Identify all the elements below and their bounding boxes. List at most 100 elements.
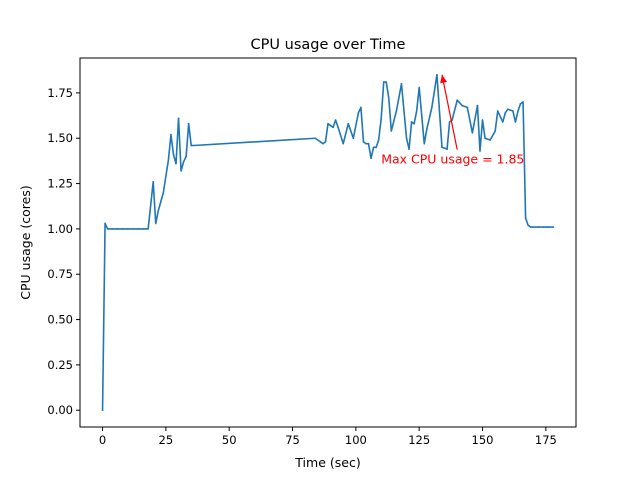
data-point [529, 226, 532, 228]
data-point [314, 137, 317, 140]
data-point [116, 228, 119, 230]
data-point [175, 162, 177, 165]
y-axis-label: CPU usage (cores) [18, 185, 33, 299]
x-tick-label: 75 [285, 433, 300, 447]
data-point [410, 121, 413, 123]
y-tick-label: 1.50 [47, 131, 73, 145]
data-point [448, 121, 451, 123]
data-point [329, 124, 332, 127]
data-point [372, 146, 375, 149]
data-point [357, 112, 360, 114]
data-point [347, 122, 350, 125]
data-point [413, 122, 415, 125]
data-point [400, 83, 403, 85]
y-tick-label: 0.25 [47, 358, 73, 372]
data-point [319, 141, 322, 143]
data-point [162, 191, 165, 194]
y-tick-label: 0.75 [47, 267, 73, 281]
data-point [180, 170, 182, 172]
data-point [187, 122, 190, 125]
data-point [152, 180, 155, 183]
x-axis-label: Time (sec) [294, 455, 360, 470]
data-point [484, 137, 486, 140]
data-point [504, 112, 507, 114]
data-point [327, 122, 329, 125]
axes-frame [79, 57, 577, 428]
data-point [192, 144, 195, 147]
data-point [507, 108, 509, 111]
annotation-arrowhead [440, 74, 448, 84]
data-point [382, 81, 385, 83]
data-point [471, 132, 474, 134]
data-point [388, 97, 390, 100]
plot-area: 0 25 50 75 100 125 150 175 0.00 0.25 0.50 0.75 1.00… [47, 57, 577, 447]
data-point [377, 139, 380, 141]
data-point [456, 99, 458, 101]
data-point [370, 157, 372, 159]
data-point [436, 73, 438, 76]
x-tick-label: 125 [408, 433, 430, 447]
annotation: Max CPU usage = 1.85 [381, 74, 524, 167]
data-point [466, 106, 469, 109]
data-point [519, 102, 522, 105]
data-point [101, 409, 104, 412]
data-point [390, 130, 393, 132]
data-point [375, 146, 377, 149]
y-tick-label: 0.50 [47, 313, 73, 327]
x-tick-label: 25 [159, 433, 174, 447]
x-tick-label: 50 [222, 433, 237, 447]
data-point [137, 228, 139, 230]
y-tick-label: 1.00 [47, 222, 73, 236]
data-point [106, 228, 109, 230]
data-point [537, 226, 540, 228]
data-point [380, 117, 383, 120]
data-point [545, 226, 547, 228]
data-point [154, 222, 157, 225]
x-tick-label: 175 [535, 433, 557, 447]
data-point [514, 121, 517, 123]
data-point [167, 159, 170, 161]
data-point [405, 137, 408, 140]
data-point [547, 226, 550, 228]
data-point [524, 217, 527, 219]
data-point [127, 228, 129, 230]
data-point [365, 142, 367, 145]
y-axis-ticks: 0.00 0.25 0.50 0.75 1.00 1.25 1.50 1.75 [47, 86, 80, 417]
data-point [362, 141, 365, 143]
data-point [385, 81, 388, 83]
data-point [441, 146, 443, 149]
data-points [101, 73, 555, 412]
data-point [367, 142, 370, 145]
x-tick-label: 100 [345, 433, 367, 447]
data-point [479, 150, 481, 152]
data-point [104, 222, 106, 225]
data-point [512, 110, 514, 112]
data-point [352, 137, 355, 140]
data-point [170, 133, 172, 136]
data-point [494, 130, 496, 132]
data-point [324, 141, 327, 143]
annotation-text: Max CPU usage = 1.85 [381, 152, 524, 167]
data-point [408, 148, 410, 150]
chart-title: CPU usage over Time [251, 37, 406, 53]
data-point [142, 228, 144, 230]
y-tick-label: 1.25 [47, 177, 73, 191]
data-point [111, 228, 114, 230]
data-point [334, 119, 337, 121]
data-point [190, 144, 193, 147]
data-point [522, 101, 524, 103]
data-point [418, 86, 421, 89]
data-point [552, 226, 555, 228]
data-point [360, 106, 362, 109]
data-point [415, 110, 418, 112]
data-point [425, 128, 428, 130]
data-point [132, 228, 134, 230]
data-point [446, 148, 448, 150]
data-point [337, 126, 339, 129]
x-tick-label: 150 [472, 433, 494, 447]
data-point [501, 121, 504, 123]
data-point [322, 142, 324, 145]
data-point [395, 110, 398, 112]
data-point [147, 228, 149, 230]
